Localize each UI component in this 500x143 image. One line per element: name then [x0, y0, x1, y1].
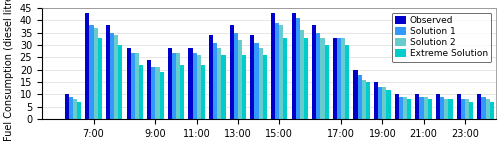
Bar	[312, 25, 316, 119]
Bar	[230, 25, 234, 119]
Bar	[337, 38, 341, 119]
Legend: Observed, Solution 1, Solution 2, Extreme Solution: Observed, Solution 1, Solution 2, Extrem…	[392, 13, 492, 62]
Bar	[271, 13, 275, 119]
Bar	[478, 95, 482, 119]
Y-axis label: Fuel Consumption (diesel litres): Fuel Consumption (diesel litres)	[4, 0, 14, 141]
Bar	[461, 99, 465, 119]
Bar	[420, 97, 424, 119]
Bar	[98, 38, 102, 119]
Bar	[192, 52, 196, 119]
Bar	[284, 38, 288, 119]
Bar	[234, 33, 238, 119]
Bar	[448, 99, 452, 119]
Bar	[168, 48, 172, 119]
Bar	[160, 72, 164, 119]
Bar	[490, 102, 494, 119]
Bar	[73, 99, 77, 119]
Bar	[482, 97, 486, 119]
Bar	[300, 30, 304, 119]
Bar	[139, 65, 143, 119]
Bar	[416, 95, 420, 119]
Bar	[378, 87, 382, 119]
Bar	[345, 45, 350, 119]
Bar	[374, 82, 378, 119]
Bar	[436, 95, 440, 119]
Bar	[407, 99, 411, 119]
Bar	[69, 97, 73, 119]
Bar	[86, 13, 89, 119]
Bar	[110, 33, 114, 119]
Bar	[188, 48, 192, 119]
Bar	[424, 97, 428, 119]
Bar	[209, 35, 213, 119]
Bar	[304, 38, 308, 119]
Bar	[382, 87, 386, 119]
Bar	[444, 99, 448, 119]
Bar	[262, 55, 267, 119]
Bar	[320, 38, 324, 119]
Bar	[222, 55, 226, 119]
Bar	[213, 43, 218, 119]
Bar	[341, 38, 345, 119]
Bar	[94, 28, 98, 119]
Bar	[64, 95, 69, 119]
Bar	[362, 80, 366, 119]
Bar	[250, 35, 254, 119]
Bar	[254, 43, 258, 119]
Bar	[428, 99, 432, 119]
Bar	[354, 70, 358, 119]
Bar	[292, 13, 296, 119]
Bar	[316, 33, 320, 119]
Bar	[366, 82, 370, 119]
Bar	[135, 52, 139, 119]
Bar	[386, 90, 390, 119]
Bar	[486, 99, 490, 119]
Bar	[118, 45, 122, 119]
Bar	[258, 48, 262, 119]
Bar	[218, 48, 222, 119]
Bar	[201, 65, 205, 119]
Bar	[180, 65, 184, 119]
Bar	[275, 23, 279, 119]
Bar	[399, 97, 403, 119]
Bar	[176, 52, 180, 119]
Bar	[90, 25, 94, 119]
Bar	[147, 60, 152, 119]
Bar	[172, 52, 176, 119]
Bar	[196, 55, 201, 119]
Bar	[114, 35, 118, 119]
Bar	[333, 38, 337, 119]
Bar	[324, 45, 328, 119]
Bar	[106, 25, 110, 119]
Bar	[77, 102, 81, 119]
Bar	[130, 52, 135, 119]
Bar	[296, 18, 300, 119]
Bar	[465, 99, 469, 119]
Bar	[403, 97, 407, 119]
Bar	[126, 48, 130, 119]
Bar	[358, 75, 362, 119]
Bar	[238, 40, 242, 119]
Bar	[440, 97, 444, 119]
Bar	[242, 55, 246, 119]
Bar	[156, 67, 160, 119]
Bar	[279, 25, 283, 119]
Bar	[456, 95, 461, 119]
Bar	[394, 95, 399, 119]
Bar	[152, 67, 156, 119]
Bar	[469, 102, 473, 119]
